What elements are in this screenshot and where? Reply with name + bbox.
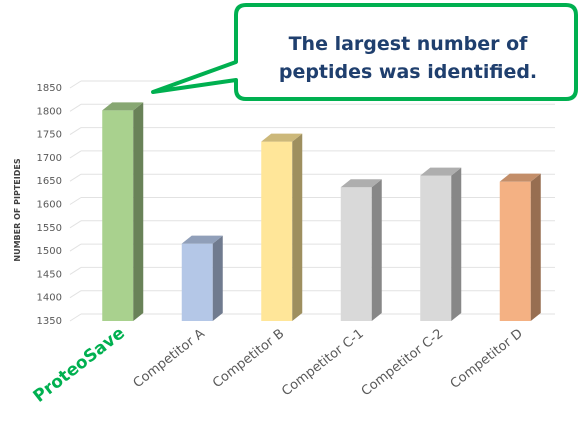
bar-top [499, 173, 541, 182]
y-tick-label: 1350 [37, 316, 62, 327]
gridline-depth [69, 80, 82, 89]
bar-front [340, 187, 372, 321]
gridline-depth [69, 127, 82, 136]
gridline-depth [69, 243, 82, 252]
gridline-depth [69, 197, 82, 205]
bar-front [181, 243, 213, 321]
bar-front [420, 175, 452, 321]
gridline-depth [69, 266, 82, 275]
gridline-depth [69, 150, 82, 159]
y-tick-label: 1450 [37, 269, 62, 280]
bar-side [530, 173, 541, 321]
bar-competitor-c-2 [420, 167, 462, 321]
y-tick-label: 1850 [37, 83, 62, 94]
bar-competitor-c-1 [340, 179, 382, 321]
y-axis-label: NUMBER OF PIPTEIDES [13, 158, 22, 261]
x-tick-label: ProteoSave [30, 323, 129, 407]
bar-side [371, 179, 382, 321]
bar-front [102, 110, 134, 321]
callout-line-2: peptides was identified. [278, 61, 538, 83]
bar-proteosave [102, 102, 144, 321]
x-tick-label: Competitor B [210, 326, 287, 391]
gridline-depth [69, 220, 82, 229]
bar-top [181, 235, 223, 244]
x-tick-label: Competitor A [131, 326, 208, 391]
bar-front [261, 141, 293, 321]
y-tick-label: 1400 [37, 293, 62, 304]
y-tick-label: 1600 [37, 200, 62, 211]
gridline-depth [69, 173, 82, 182]
bar-competitor-b [261, 133, 303, 321]
bars [102, 102, 541, 321]
bar-side [292, 133, 303, 321]
bar-top [420, 167, 462, 176]
bar-top [102, 102, 144, 111]
bar-front [499, 181, 531, 321]
callout-line-1: The largest number of [288, 33, 528, 55]
bar-top [261, 133, 303, 142]
gridline-depth [69, 103, 82, 112]
x-tick-label: Competitor C-1 [279, 326, 366, 399]
bar-competitor-d [499, 173, 541, 321]
callout [151, 3, 578, 101]
callout-bubble [151, 3, 578, 101]
y-tick-label: 1650 [37, 176, 62, 187]
bar-competitor-a [181, 235, 223, 321]
x-tick-label: Competitor D [448, 326, 526, 392]
bar-top [340, 179, 382, 188]
bar-side [133, 102, 144, 321]
y-tick-label: 1500 [37, 246, 62, 257]
x-tick-label: Competitor C-2 [359, 326, 446, 399]
y-tick-label: 1700 [37, 153, 62, 164]
y-tick-label: 1550 [37, 223, 62, 234]
bar-side [212, 235, 223, 321]
y-tick-label: 1750 [37, 130, 62, 141]
bar-side [451, 167, 462, 321]
gridline-depth [69, 290, 82, 299]
gridline-depth [69, 313, 82, 322]
y-tick-label: 1800 [37, 106, 62, 117]
callout-text: The largest number of peptides was ident… [246, 30, 570, 86]
y-tick-labels: 1350 1400 1450 1500 1550 1600 1650 1700 1750 1800… [37, 83, 62, 327]
x-tick-labels: ProteoSave Competitor A Competitor BCompet… [30, 323, 526, 407]
